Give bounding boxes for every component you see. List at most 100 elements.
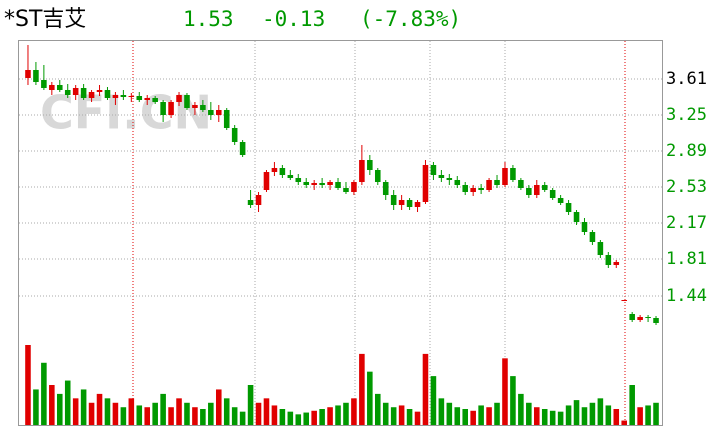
candle-body [589, 232, 596, 242]
candle-body [25, 70, 31, 78]
candle-body [470, 188, 476, 192]
volume-bar [49, 385, 55, 425]
candle-body [510, 168, 516, 180]
candle-body [343, 188, 349, 192]
candle-body [430, 165, 437, 175]
candle-body [629, 314, 635, 320]
candle-body [494, 180, 500, 185]
volume-bar [263, 398, 270, 425]
volume-bar [192, 407, 198, 425]
volume-bar [25, 345, 31, 425]
volume-bar [581, 407, 588, 425]
y-tick-label: 2.89 [666, 141, 707, 161]
candle-body [56, 85, 63, 90]
candle-body [279, 168, 286, 175]
volume-bar [653, 402, 659, 425]
candle-body [136, 96, 143, 100]
candle-body [382, 182, 389, 195]
candle-body [215, 110, 222, 115]
volume-bar [518, 393, 524, 425]
volume-bar [510, 376, 516, 425]
candle-body [454, 180, 461, 185]
candle-body [144, 98, 151, 100]
candle-body [398, 200, 405, 205]
candle-body [502, 168, 508, 185]
candle-body [390, 195, 397, 205]
volume-bar [494, 402, 500, 425]
candle-body [549, 190, 556, 198]
volume-bar [414, 411, 421, 425]
volume-bar [136, 405, 143, 425]
candle-body [88, 92, 95, 98]
volume-bar [319, 409, 325, 425]
candle-body [541, 185, 548, 190]
volume-bar [88, 402, 95, 425]
volume-bar [247, 385, 254, 425]
volume-bar [128, 398, 135, 425]
volume-bar [295, 414, 302, 425]
volume-bar [208, 402, 214, 425]
candle-body [597, 242, 604, 255]
candle-body [581, 222, 588, 232]
candle-body [184, 95, 190, 108]
candle-body [287, 175, 294, 178]
volume-bar [486, 407, 492, 425]
change-pct: (-7.83%) [360, 7, 461, 31]
candle-body [319, 183, 325, 185]
volume-bar [422, 353, 429, 425]
candle-body [621, 300, 628, 301]
volume-bar [367, 371, 373, 425]
candle-body [33, 70, 39, 82]
volume-bar [200, 409, 206, 425]
candle-body [271, 168, 278, 172]
y-tick-label: 1.81 [666, 249, 707, 269]
volume-bar [239, 411, 246, 425]
volume-bar [271, 405, 278, 425]
volume-bar [589, 402, 596, 425]
candle-body [645, 317, 651, 318]
candle-body [486, 180, 492, 190]
candle-body [605, 255, 612, 265]
volume-bar [104, 398, 111, 425]
y-tick-label: 1.44 [666, 286, 707, 306]
volume-bar [526, 402, 532, 425]
candle-body [526, 188, 532, 195]
candle-body [112, 95, 119, 98]
volume-bar [470, 410, 476, 425]
candle-body [367, 160, 373, 170]
volume-bar [343, 402, 349, 425]
volume-bar [176, 398, 182, 425]
candle-body [438, 175, 445, 178]
volume-bar [645, 405, 651, 425]
candle-body [311, 183, 317, 185]
candle-body [192, 105, 198, 108]
volume-bar [398, 405, 405, 425]
stock-name: *ST吉艾 [4, 7, 86, 32]
y-tick-label: 3.61 [666, 69, 707, 89]
candle-body [208, 110, 214, 115]
candle-body [176, 95, 182, 102]
candle-body [565, 203, 572, 212]
volume-bar [549, 410, 556, 425]
volume-bar [152, 402, 158, 425]
volume-bar [72, 398, 79, 425]
volume-bar [605, 405, 612, 425]
candle-body [533, 185, 540, 195]
candle-body [478, 188, 484, 190]
volume-bar [359, 353, 365, 425]
volume-bar [351, 398, 357, 425]
change: -0.13 [262, 7, 325, 31]
candle-body [152, 98, 158, 102]
candle-body [231, 128, 238, 142]
candle-body [160, 102, 166, 115]
volume-bar [279, 409, 286, 425]
volume-bar [382, 402, 389, 425]
price: 1.53 [183, 7, 234, 31]
candle-body [335, 182, 341, 188]
volume-bar [438, 398, 445, 425]
candle-body [327, 182, 333, 185]
volume-bar [287, 411, 294, 425]
candle-body [573, 212, 580, 222]
volume-bar [56, 393, 63, 425]
candle-body [351, 182, 357, 192]
